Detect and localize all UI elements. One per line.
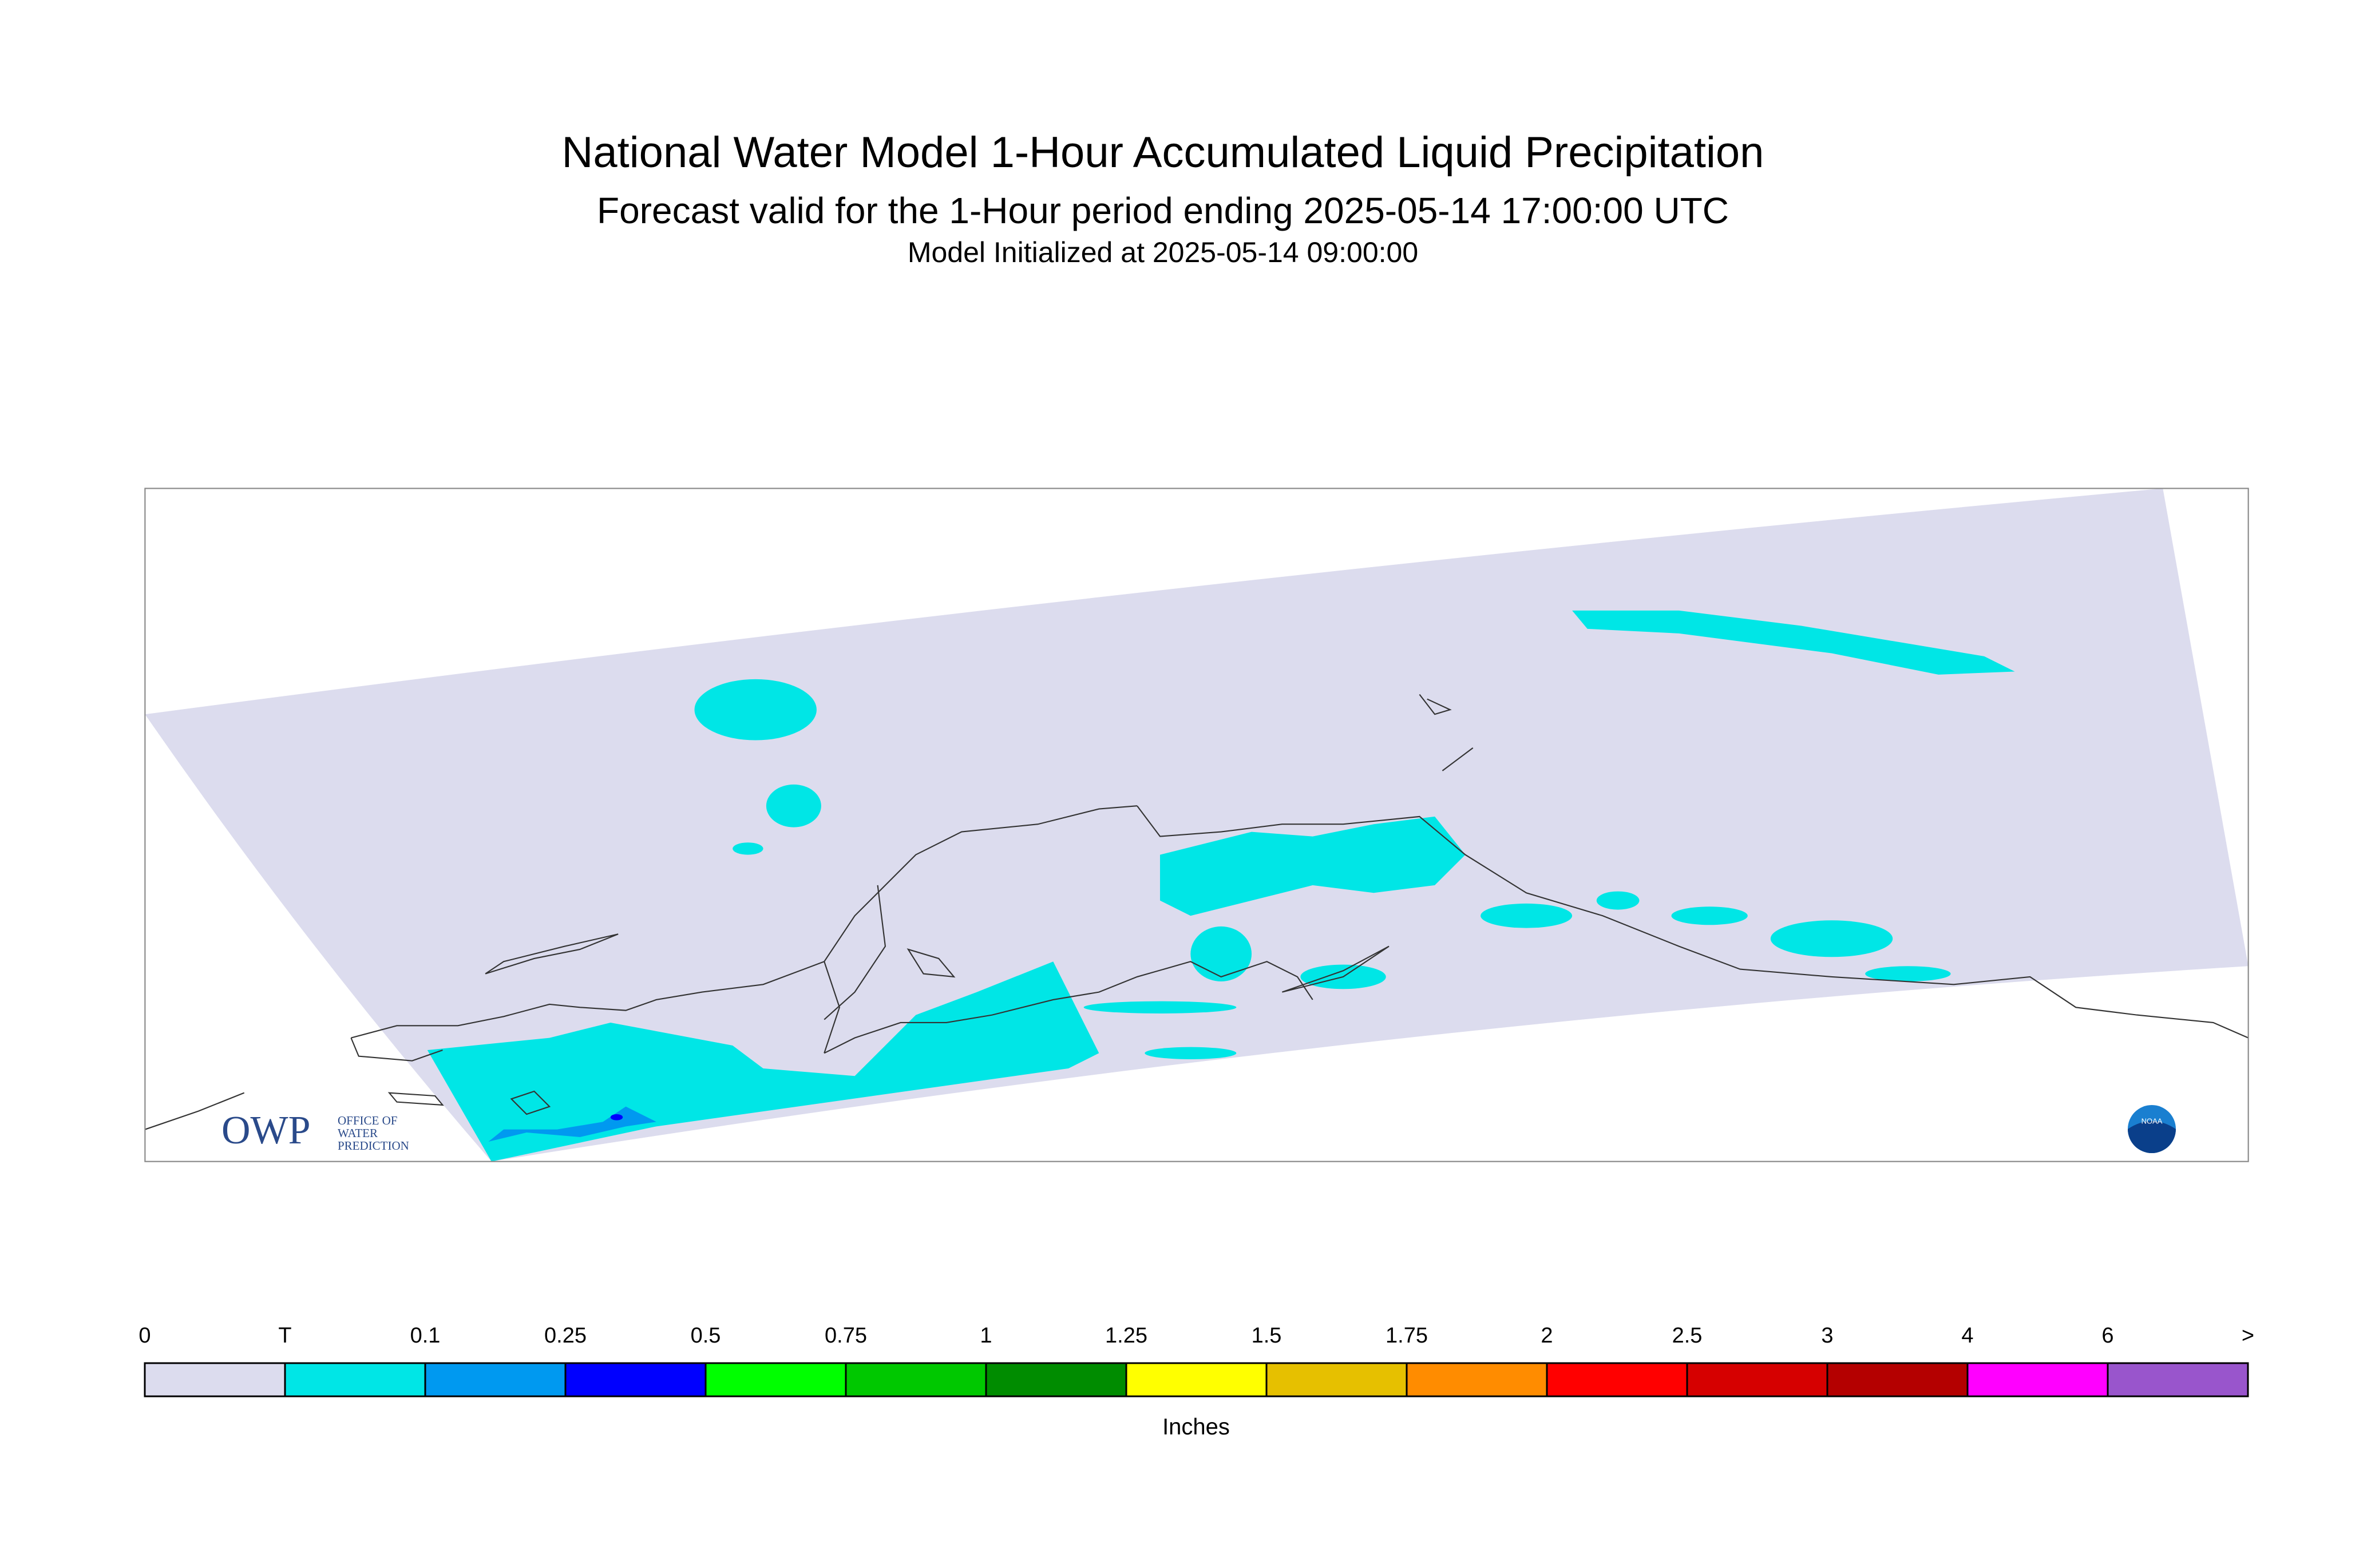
init-time: Model Initialized at 2025-05-14 09:00:00 bbox=[908, 236, 1418, 268]
colorbar-box bbox=[1125, 1362, 1268, 1397]
colorbar-box bbox=[2107, 1362, 2249, 1397]
coastlines bbox=[145, 694, 2249, 1130]
colorbar-box bbox=[284, 1362, 426, 1397]
colorbar-label: 0 bbox=[138, 1324, 151, 1348]
colorbar-box bbox=[1686, 1362, 1828, 1397]
noaa-logo: NOAA bbox=[2128, 1105, 2176, 1153]
map-frame bbox=[144, 488, 2249, 1162]
owp-line: OFFICE OF bbox=[338, 1114, 397, 1127]
owp-logo: OWP bbox=[221, 1108, 311, 1153]
colorbar-label: 1 bbox=[980, 1324, 992, 1348]
colorbar-label: 1.75 bbox=[1386, 1324, 1428, 1348]
owp-line: PREDICTION bbox=[338, 1139, 409, 1153]
model-domain bbox=[145, 488, 2249, 1162]
colorbar-box bbox=[564, 1362, 707, 1397]
precip-areas bbox=[427, 610, 2015, 1162]
colorbar-label: 1.25 bbox=[1105, 1324, 1147, 1348]
colorbar-label: 0.1 bbox=[410, 1324, 441, 1348]
precip-max bbox=[610, 1114, 623, 1120]
subtitle: Forecast valid for the 1-Hour period end… bbox=[597, 190, 1729, 231]
colorbar-label: 2.5 bbox=[1672, 1324, 1703, 1348]
colorbar: 0 T 0.1 0.25 0.5 0.75 1 1.25 1.5 1.75 2 2.5 3 4 6 > bbox=[138, 1324, 2254, 1397]
colorbar-box bbox=[1265, 1362, 1408, 1397]
map bbox=[144, 488, 2249, 1162]
noaa-wave bbox=[2128, 1121, 2176, 1153]
colorbar-label: 3 bbox=[1821, 1324, 1833, 1348]
colorbar-label: 0.75 bbox=[825, 1324, 867, 1348]
colorbar-box bbox=[845, 1362, 987, 1397]
owp-line: WATER bbox=[338, 1126, 378, 1140]
colorbar-label: 4 bbox=[1961, 1324, 1973, 1348]
colorbar-label: 0.25 bbox=[544, 1324, 587, 1348]
colorbar-label: 2 bbox=[1541, 1324, 1553, 1348]
colorbar-box bbox=[704, 1362, 847, 1397]
colorbar-box bbox=[1546, 1362, 1688, 1397]
colorbar-label: 1.5 bbox=[1252, 1324, 1282, 1348]
colorbar-label: 6 bbox=[2101, 1324, 2113, 1348]
noaa-label: NOAA bbox=[2142, 1116, 2163, 1125]
colorbar-box bbox=[144, 1362, 286, 1397]
colorbar-box bbox=[1966, 1362, 2109, 1397]
units: Inches bbox=[1162, 1415, 1230, 1440]
colorbar-box bbox=[424, 1362, 567, 1397]
colorbar-label: > bbox=[2242, 1324, 2254, 1348]
colorbar-box bbox=[1406, 1362, 1548, 1397]
colorbar-label: 0.5 bbox=[691, 1324, 721, 1348]
colorbar-box bbox=[985, 1362, 1127, 1397]
colorbar-label: T bbox=[278, 1324, 291, 1348]
title: National Water Model 1-Hour Accumulated … bbox=[562, 128, 1764, 177]
colorbar-box bbox=[1826, 1362, 1969, 1397]
